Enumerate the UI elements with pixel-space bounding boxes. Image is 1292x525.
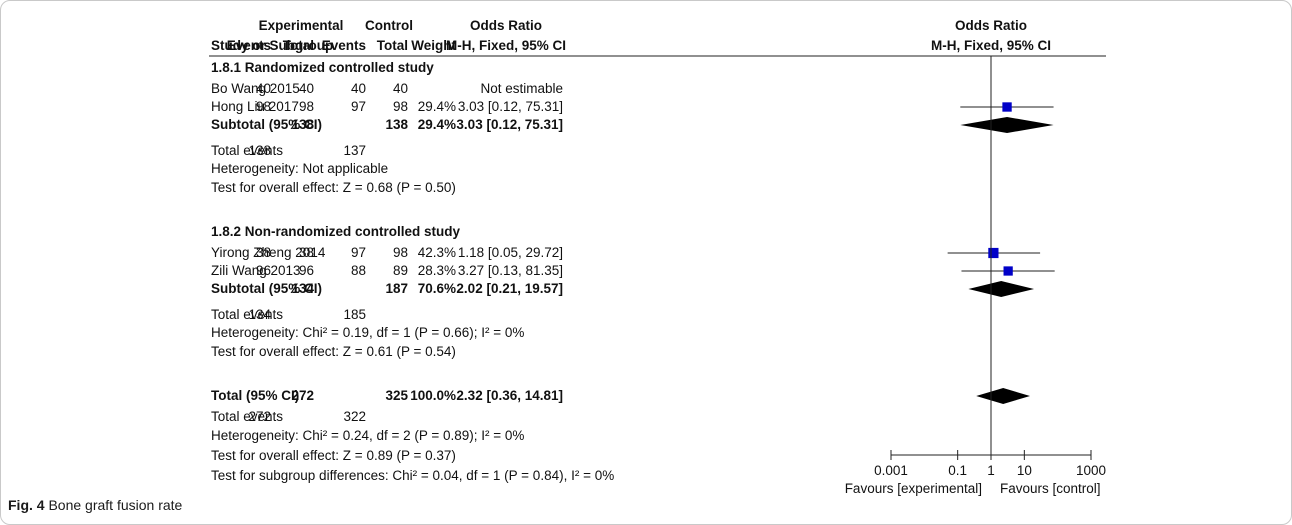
header-ctl-total: Total	[377, 38, 408, 53]
study-row-ci-text: 3.27 [0.13, 81.35]	[458, 263, 563, 278]
favours-right-label: Favours [control]	[1000, 481, 1101, 496]
subtotal-row-ctl-total: 187	[385, 281, 408, 296]
effect-marker	[1002, 102, 1012, 112]
total-events-label: Total events	[211, 143, 283, 158]
header-odds-ratio: Odds Ratio	[470, 18, 542, 33]
header-experimental: Experimental	[259, 18, 344, 33]
header-weight: Weight	[411, 38, 456, 53]
heterogeneity-text: Heterogeneity: Chi² = 0.19, df = 1 (P = …	[211, 325, 524, 340]
subtotal-row-ci-text: 3.03 [0.12, 75.31]	[456, 117, 563, 132]
subtotal-row-ctl-total: 138	[385, 117, 408, 132]
study-row-label: Zili Wang 2013	[211, 263, 301, 278]
total-events-exp: 138	[248, 143, 271, 158]
favours-left-label: Favours [experimental]	[845, 481, 982, 496]
heterogeneity-text: Heterogeneity: Not applicable	[211, 161, 388, 176]
study-row-weight: 29.4%	[418, 99, 456, 114]
header-odds-ratio-graph: Odds Ratio	[955, 18, 1027, 33]
overall-effect-text: Test for overall effect: Z = 0.61 (P = 0…	[211, 344, 456, 359]
subgroup-title: 1.8.1 Randomized controlled study	[211, 60, 434, 75]
overall-row-weight: 100.0%	[410, 388, 456, 403]
study-row-label: Yirong Zheng 2014	[211, 245, 326, 260]
overall-row-label: Total (95% CI)	[211, 388, 299, 403]
subtotal-row-label: Subtotal (95% CI)	[211, 281, 322, 296]
header-exp-total: Total	[283, 38, 314, 53]
study-row-ci-text: 1.18 [0.05, 29.72]	[458, 245, 563, 260]
study-row-weight: 42.3%	[418, 245, 456, 260]
figure-caption: Fig. 4 Bone graft fusion rate	[8, 497, 182, 513]
study-row-exp-events: 98	[256, 99, 271, 114]
study-row-exp-total: 38	[299, 245, 314, 260]
study-row-ctl-total: 40	[393, 81, 408, 96]
overall-row-exp-total: 272	[291, 388, 314, 403]
study-row-ctl-total: 89	[393, 263, 408, 278]
study-row-ctl-total: 98	[393, 245, 408, 260]
study-row-ctl-events: 40	[351, 81, 366, 96]
study-row-ci-text: 3.03 [0.12, 75.31]	[458, 99, 563, 114]
header-control: Control	[365, 18, 413, 33]
study-row-exp-total: 40	[299, 81, 314, 96]
axis-tick-label: 0.001	[874, 463, 908, 478]
header-exp-events: Events	[227, 38, 271, 53]
study-row-exp-total: 98	[299, 99, 314, 114]
study-row-label: Hong Liu 2017	[211, 99, 299, 114]
total-events-exp: 134	[248, 307, 271, 322]
axis-tick-label: 10	[1017, 463, 1032, 478]
subtotal-row-exp-total: 134	[291, 281, 314, 296]
header-ctl-events: Events	[322, 38, 366, 53]
caption-label: Fig. 4	[8, 497, 45, 513]
study-row-ci-text: Not estimable	[480, 81, 563, 96]
axis-tick-label: 1000	[1076, 463, 1106, 478]
study-row-exp-events: 96	[256, 263, 271, 278]
overall-row-ci-text: 2.32 [0.36, 14.81]	[456, 388, 563, 403]
subgroup-title: 1.8.2 Non-randomized controlled study	[211, 224, 461, 239]
study-row-exp-events: 40	[256, 81, 271, 96]
total-events-label: Total events	[211, 409, 283, 424]
total-events-ctl: 137	[343, 143, 366, 158]
study-row-ctl-events: 88	[351, 263, 366, 278]
total-events-exp: 272	[248, 409, 271, 424]
axis-tick-label: 0.1	[948, 463, 967, 478]
effect-marker	[988, 247, 999, 259]
subgroup-differences-text: Test for subgroup differences: Chi² = 0.…	[211, 468, 614, 483]
study-row-label: Bo Wang 2015	[211, 81, 300, 96]
total-events-ctl: 185	[343, 307, 366, 322]
subtotal-row-label: Subtotal (95% CI)	[211, 117, 322, 132]
header-study: Study or Subgroup	[211, 38, 333, 53]
study-row-ctl-events: 97	[351, 245, 366, 260]
caption-text: Bone graft fusion rate	[44, 497, 183, 513]
study-row-exp-total: 96	[299, 263, 314, 278]
effect-marker	[1003, 266, 1013, 276]
overall-diamond	[976, 388, 1031, 404]
study-row-ctl-total: 98	[393, 99, 408, 114]
total-events-ctl: 322	[343, 409, 366, 424]
overall-row-ctl-total: 325	[385, 388, 408, 403]
subtotal-row-weight: 29.4%	[418, 117, 456, 132]
total-events-label: Total events	[211, 307, 283, 322]
subtotal-row-exp-total: 138	[291, 117, 314, 132]
header-method-graph: M-H, Fixed, 95% CI	[931, 38, 1051, 53]
heterogeneity-text: Heterogeneity: Chi² = 0.24, df = 2 (P = …	[211, 428, 524, 443]
subtotal-diamond	[968, 281, 1035, 297]
overall-effect-text: Test for overall effect: Z = 0.68 (P = 0…	[211, 180, 456, 195]
axis-tick-label: 1	[987, 463, 995, 478]
overall-effect-text: Test for overall effect: Z = 0.89 (P = 0…	[211, 448, 456, 463]
study-row-exp-events: 38	[256, 245, 271, 260]
header-method: M-H, Fixed, 95% CI	[446, 38, 566, 53]
subtotal-row-weight: 70.6%	[418, 281, 456, 296]
study-row-ctl-events: 97	[351, 99, 366, 114]
study-row-weight: 28.3%	[418, 263, 456, 278]
subtotal-diamond	[960, 117, 1054, 133]
subtotal-row-ci-text: 2.02 [0.21, 19.57]	[456, 281, 563, 296]
